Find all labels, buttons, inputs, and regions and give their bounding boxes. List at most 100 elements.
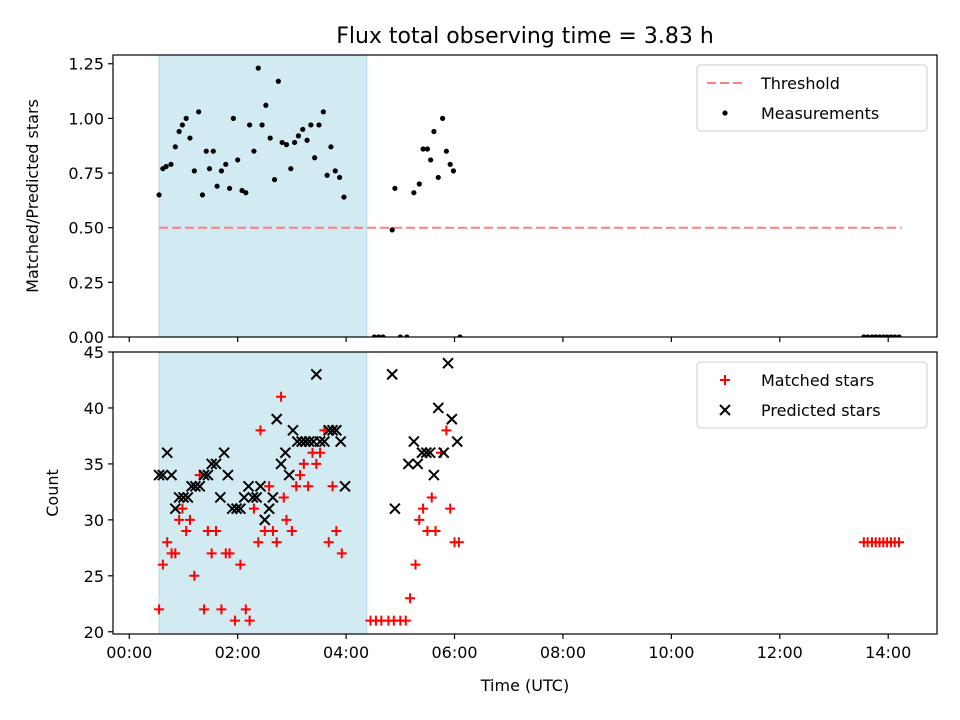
- observing-span: [158, 55, 368, 337]
- y-tick-label: 20: [84, 623, 104, 642]
- y-tick-label: 0.75: [68, 164, 104, 183]
- legend-matched-swatch: [720, 375, 730, 385]
- legend: Matched stars Predicted stars: [696, 361, 928, 429]
- measurement-point: [255, 65, 261, 71]
- predicted-point: [185, 480, 198, 492]
- measurement-point: [397, 334, 403, 337]
- measurement-point: [251, 148, 257, 154]
- predicted-point: [161, 447, 173, 459]
- measurement-point: [226, 185, 233, 191]
- measurement-point: [206, 166, 213, 172]
- measurement-point: [191, 168, 197, 174]
- plot-area: [156, 55, 902, 337]
- predicted-point: [291, 435, 304, 448]
- measurement-point: [288, 166, 294, 172]
- matched-point: [170, 548, 181, 559]
- y-tick-label: 25: [84, 567, 104, 586]
- predicted-point: [189, 480, 202, 492]
- top-subplot: 0.00 0.25 0.50 0.75 1.00 1.25 Matched/Predicte…: [23, 54, 938, 347]
- predicted-point: [194, 480, 206, 492]
- measurement-point: [380, 334, 386, 337]
- measurement-point: [312, 155, 318, 161]
- measurement-point: [337, 174, 343, 181]
- matched-point: [426, 492, 437, 503]
- measurement-point: [316, 122, 322, 128]
- measurement-point: [457, 334, 463, 337]
- y-tick-label: 30: [84, 511, 104, 530]
- matched-point: [445, 503, 456, 514]
- predicted-point: [182, 491, 194, 504]
- matched-point: [336, 548, 347, 559]
- predicted-point: [222, 469, 234, 481]
- matched-point: [331, 526, 342, 537]
- measurement-point: [443, 148, 449, 154]
- predicted-point: [271, 413, 283, 425]
- predicted-point: [314, 435, 326, 448]
- y-tick-label: 45: [84, 343, 104, 362]
- matched-point: [224, 548, 235, 559]
- measurement-point: [404, 334, 410, 337]
- legend-predicted-swatch: [719, 404, 731, 416]
- legend-box: [696, 361, 928, 429]
- predicted-point: [299, 435, 312, 448]
- predicted-point: [157, 469, 169, 481]
- y-tick-label: 0.50: [68, 219, 104, 238]
- matched-point: [323, 537, 334, 548]
- legend-label: Matched stars: [761, 371, 874, 390]
- measurement-point: [247, 122, 253, 128]
- y-tick-label: 1.00: [68, 109, 104, 128]
- matched-point: [199, 604, 210, 615]
- measurement-point: [424, 146, 431, 152]
- matched-point: [410, 559, 421, 570]
- observing-span: [158, 352, 368, 634]
- matched-point: [400, 615, 411, 626]
- y-tick-label: 0.00: [68, 328, 104, 347]
- measurement-point: [865, 334, 871, 337]
- predicted-point: [226, 502, 238, 515]
- y-tick-label: 1.25: [68, 55, 104, 74]
- predicted-point: [326, 424, 339, 437]
- matched-point: [327, 481, 338, 492]
- measurement-point: [172, 144, 178, 150]
- measurement-point: [203, 148, 209, 154]
- measurement-point: [230, 115, 236, 121]
- legend-label: Predicted stars: [761, 401, 881, 420]
- measurement-point: [389, 227, 395, 233]
- x-tick-label: 12:00: [757, 643, 803, 662]
- matched-point: [418, 503, 429, 514]
- predicted-point: [334, 435, 347, 448]
- predicted-point: [250, 491, 263, 504]
- measurement-point: [239, 187, 245, 194]
- matched-point: [286, 526, 297, 537]
- matched-point: [430, 526, 441, 537]
- predicted-point: [177, 491, 190, 504]
- predicted-point: [230, 502, 243, 515]
- measurement-point: [283, 142, 290, 148]
- measurement-point: [168, 161, 174, 167]
- matched-point: [298, 458, 309, 469]
- measurement-point: [259, 122, 265, 128]
- legend-label: Threshold: [760, 74, 840, 93]
- bottom-subplot: 20 25 30 35 40 45 00:00 02:00 04:00 06:00 08:00 10:…: [43, 343, 938, 695]
- predicted-point: [242, 480, 255, 492]
- matched-point: [189, 570, 200, 581]
- plot-area: [153, 352, 905, 634]
- predicted-point: [153, 469, 165, 481]
- predicted-point: [173, 491, 185, 504]
- measurement-point: [218, 168, 225, 174]
- predicted-point: [205, 458, 218, 470]
- matched-point: [255, 425, 266, 436]
- predicted-point: [238, 491, 250, 504]
- predicted-point: [446, 413, 458, 425]
- measurement-point: [235, 157, 241, 163]
- predicted-point: [303, 435, 315, 448]
- matched-point: [267, 526, 278, 537]
- matched-point: [311, 458, 322, 469]
- predicted-point: [275, 458, 287, 470]
- matched-point: [276, 391, 287, 402]
- measurement-point: [156, 192, 162, 198]
- predicted-point: [310, 368, 322, 381]
- matched-point: [157, 559, 168, 570]
- predicted-point: [442, 357, 454, 369]
- measurement-point: [223, 161, 229, 167]
